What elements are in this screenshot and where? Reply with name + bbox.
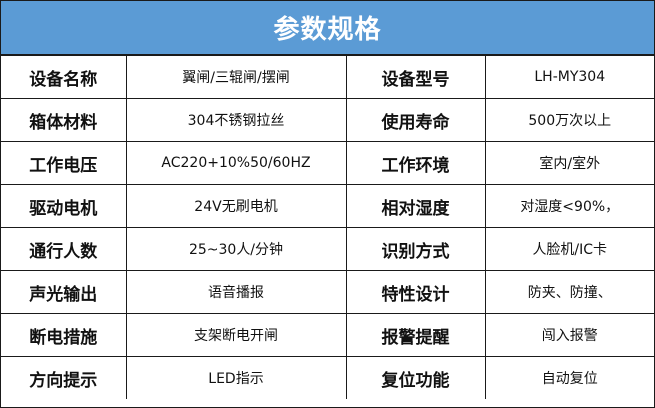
spec-value: LED指示 bbox=[125, 356, 347, 399]
spec-value: 对湿度<90%， bbox=[484, 184, 654, 228]
spec-value: 闯入报警 bbox=[484, 313, 654, 357]
table-row: 断电措施 支架断电开闸 报警提醒 闯入报警 bbox=[1, 313, 654, 357]
spec-label: 通行人数 bbox=[1, 227, 127, 271]
spec-value: 24V无刷电机 bbox=[125, 184, 347, 228]
spec-label: 设备名称 bbox=[1, 56, 127, 99]
spec-label: 方向提示 bbox=[1, 356, 127, 399]
spec-label: 识别方式 bbox=[345, 227, 486, 271]
spec-value: AC220+10%50/60HZ bbox=[125, 141, 347, 185]
spec-label: 特性设计 bbox=[345, 270, 486, 314]
spec-value: 304不锈钢拉丝 bbox=[125, 98, 347, 142]
spec-label: 驱动电机 bbox=[1, 184, 127, 228]
spec-value: 500万次以上 bbox=[484, 98, 654, 142]
spec-value: LH-MY304 bbox=[484, 56, 654, 99]
spec-label: 报警提醒 bbox=[345, 313, 486, 357]
spec-value: 人脸机/IC卡 bbox=[484, 227, 654, 271]
spec-value: 语音播报 bbox=[125, 270, 347, 314]
spec-value: 防夹、防撞、 bbox=[484, 270, 654, 314]
table-row: 工作电压 AC220+10%50/60HZ 工作环境 室内/室外 bbox=[1, 141, 654, 185]
table-header: 参数规格 bbox=[1, 1, 654, 56]
spec-label: 箱体材料 bbox=[1, 98, 127, 142]
spec-table: 设备名称 翼闸/三辊闸/摆闸 设备型号 LH-MY304 箱体材料 304不锈钢拉丝 使用寿… bbox=[1, 56, 654, 399]
spec-label: 工作电压 bbox=[1, 141, 127, 185]
spec-value: 室内/室外 bbox=[484, 141, 654, 185]
spec-label: 相对湿度 bbox=[345, 184, 486, 228]
spec-value: 25~30人/分钟 bbox=[125, 227, 347, 271]
spec-label: 复位功能 bbox=[345, 356, 486, 399]
spec-value: 翼闸/三辊闸/摆闸 bbox=[125, 56, 347, 99]
spec-label: 使用寿命 bbox=[345, 98, 486, 142]
table-row: 通行人数 25~30人/分钟 识别方式 人脸机/IC卡 bbox=[1, 227, 654, 271]
spec-value: 自动复位 bbox=[484, 356, 654, 399]
table-row: 声光输出 语音播报 特性设计 防夹、防撞、 bbox=[1, 270, 654, 314]
table-title: 参数规格 bbox=[273, 15, 382, 45]
table-row: 设备名称 翼闸/三辊闸/摆闸 设备型号 LH-MY304 bbox=[1, 56, 654, 99]
table-row: 方向提示 LED指示 复位功能 自动复位 bbox=[1, 356, 654, 399]
spec-label: 断电措施 bbox=[1, 313, 127, 357]
spec-value: 支架断电开闸 bbox=[125, 313, 347, 357]
table-row: 驱动电机 24V无刷电机 相对湿度 对湿度<90%， bbox=[1, 184, 654, 228]
spec-label: 声光输出 bbox=[1, 270, 127, 314]
spec-label: 工作环境 bbox=[345, 141, 486, 185]
spec-label: 设备型号 bbox=[345, 56, 486, 99]
table-row: 箱体材料 304不锈钢拉丝 使用寿命 500万次以上 bbox=[1, 98, 654, 142]
